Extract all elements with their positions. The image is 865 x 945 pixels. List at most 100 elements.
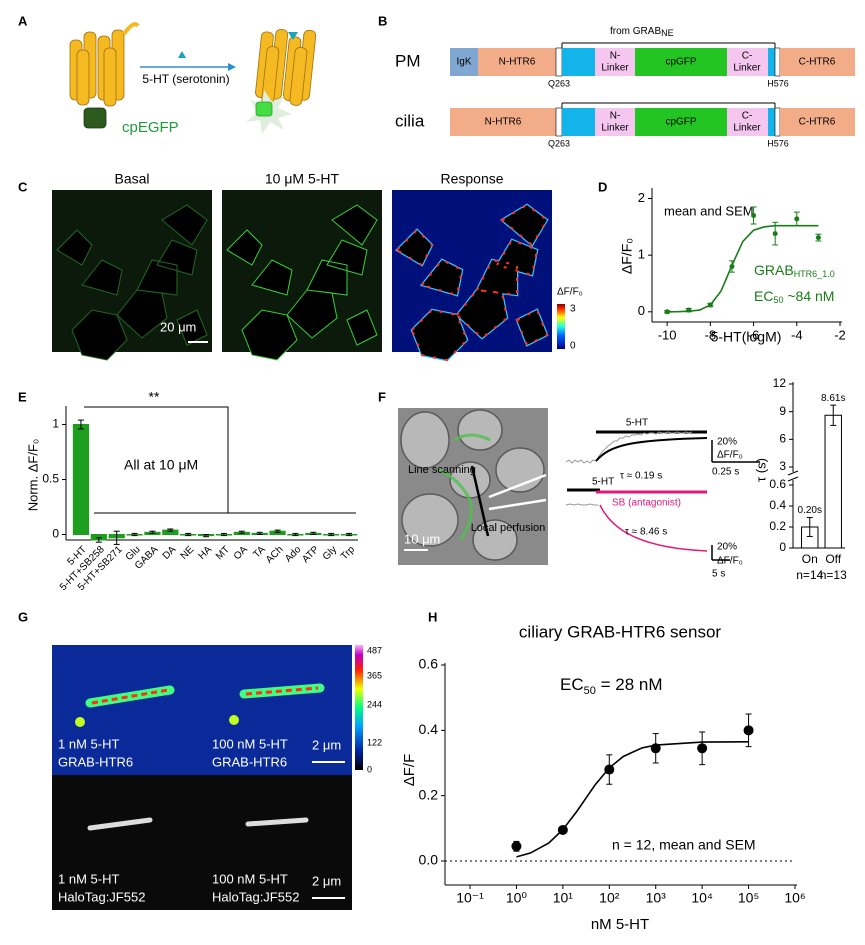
image-label: 100 nM 5-HT: [212, 871, 288, 886]
residue-label: Q263: [548, 78, 570, 88]
segment-label: cpGFP: [665, 117, 696, 128]
scale-label: 20%: [717, 542, 737, 553]
y-tick-label: 0.4: [769, 498, 786, 512]
point: [729, 263, 735, 269]
residue-label: Q263: [548, 138, 570, 148]
y-tick-label: 12: [773, 376, 787, 390]
cell-images: Basal 10 μM 5-HT Response 20 μm ΔF/F₀ 3 …: [52, 171, 583, 362]
ec50-label: EC50 ~84 nM: [754, 288, 834, 306]
x-tick-label: Ado: [283, 544, 304, 565]
point: [650, 743, 661, 754]
segment-label: Linker: [733, 123, 761, 134]
x-tick-label: NE: [179, 544, 197, 562]
panel-labels: A B C D E F G H: [18, 13, 607, 624]
bracket-sub: NE: [661, 28, 674, 38]
fit-curve: [516, 740, 749, 858]
n-label: n=14: [796, 568, 823, 582]
panel-label: D: [598, 179, 607, 194]
scale-bar-label: 10 μm: [404, 531, 440, 546]
panel-label: H: [428, 609, 437, 624]
perfusion-image: [398, 408, 548, 565]
construct-diagram: from GRABNE PM IgK N-HTR6 N- Linker cpGFP…: [395, 26, 855, 148]
point: [772, 231, 778, 237]
panel-label: A: [18, 13, 28, 28]
x-tick-label: 10²: [599, 890, 620, 906]
arrow-label: 5-HT (serotonin): [142, 72, 229, 86]
point: [794, 216, 800, 222]
y-tick-label: 3: [779, 459, 786, 473]
segment-label: N-: [610, 51, 621, 62]
x-tick-label: 10³: [646, 890, 667, 906]
segment-label: C-: [742, 111, 753, 122]
stimulus-label: 5-HT: [626, 418, 648, 429]
point: [751, 212, 757, 218]
y-axis-label: ΔF/F: [401, 754, 418, 787]
segment-label: Linker: [733, 63, 761, 74]
image-title: Basal: [114, 171, 149, 187]
colorbar-tick: 0: [367, 764, 372, 774]
scale-bar-label: 2 μm: [312, 873, 341, 888]
y-tick-label: 9: [779, 404, 786, 418]
colorbar: [355, 645, 363, 770]
panel-label: F: [378, 389, 386, 404]
y-axis-label: τ (s): [753, 458, 768, 482]
bar: [72, 424, 90, 535]
value-label: 0.20s: [798, 505, 822, 516]
annotation: mean and SEM: [664, 203, 754, 218]
y-tick-label: 0: [779, 540, 786, 554]
n-label: n=13: [820, 568, 847, 582]
note: All at 10 μM: [124, 457, 198, 473]
image-title: 10 μM 5-HT: [265, 171, 340, 187]
panel-label: G: [18, 609, 28, 624]
protein-label: cpEGFP: [122, 119, 179, 136]
x-tick-label: 10⁵: [738, 890, 759, 906]
y-axis-label: ΔF/F₀: [619, 238, 635, 274]
ec50-rest: = 28 nM: [596, 675, 663, 694]
scale-label: 0.25 s: [712, 467, 739, 478]
traces: [565, 430, 760, 561]
segment-label: N-HTR6: [485, 117, 522, 128]
significance: **: [149, 389, 160, 405]
x-tick-label: 10⁴: [691, 890, 713, 906]
antagonist-label: SB (antagonist): [612, 498, 681, 509]
y-axis-label: Norm. ΔF/F₀: [25, 439, 40, 512]
segment-label: IgK: [456, 57, 471, 68]
receptor-cartoon: [69, 22, 317, 134]
x-tick-label: MT: [214, 544, 232, 562]
point: [815, 235, 821, 241]
residue-label: H576: [767, 78, 789, 88]
axis-break: [787, 476, 799, 482]
sensor-label: GRABHTR6_1.0: [754, 262, 835, 280]
segment-label: Linker: [601, 123, 629, 134]
colorbar-tick: 365: [367, 670, 382, 680]
residue-label: H576: [767, 138, 789, 148]
x-tick-label: -4: [791, 327, 803, 342]
axis-break: [787, 470, 799, 476]
point: [697, 743, 708, 754]
y-tick-label: 0.2: [769, 519, 786, 533]
y-tick-label: 0.0: [419, 852, 439, 868]
y-tick-label: 0.4: [419, 721, 439, 737]
scale-label: 5 s: [712, 569, 725, 580]
y-tick-label: 1: [638, 247, 645, 262]
x-tick-label: -6: [748, 327, 760, 342]
x-tick-label: -2: [834, 327, 846, 342]
significance-bracket: [84, 406, 356, 514]
panel-label: E: [18, 389, 27, 404]
x-tick-label: -8: [705, 327, 717, 342]
colorbar-tick: 244: [367, 699, 382, 709]
x-tick-label: ACh: [264, 544, 286, 566]
segment-label: C-: [742, 51, 753, 62]
point: [664, 309, 670, 315]
image-label: HaloTag:JF552: [58, 889, 145, 904]
bracket-label: from GRABNE: [610, 26, 674, 39]
point: [557, 824, 568, 835]
ec50-text: EC: [754, 288, 773, 304]
bar: [824, 414, 842, 549]
scale-label: 20%: [717, 437, 737, 448]
colorbar-tick: 122: [367, 737, 382, 747]
row-label: cilia: [395, 111, 425, 130]
row-label: PM: [395, 51, 421, 70]
